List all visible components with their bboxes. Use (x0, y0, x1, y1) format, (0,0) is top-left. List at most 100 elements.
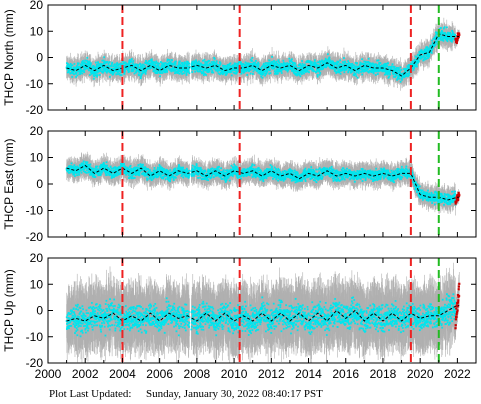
data-point (135, 70, 138, 73)
data-point (309, 63, 312, 66)
data-point (84, 66, 86, 68)
data-point (240, 69, 242, 72)
data-point (168, 67, 171, 70)
data-point (300, 65, 303, 68)
data-point (176, 66, 179, 69)
data-point (306, 69, 308, 71)
data-point (236, 70, 238, 73)
data-point (150, 58, 153, 61)
data-point (368, 71, 370, 74)
data-point (90, 68, 93, 71)
data-point (309, 61, 312, 64)
data-point (275, 70, 278, 73)
data-point (324, 65, 326, 67)
data-point (361, 73, 364, 76)
data-point (155, 66, 158, 69)
data-point (264, 62, 267, 64)
data-point (252, 70, 255, 73)
data-point (338, 70, 341, 73)
data-point (286, 70, 289, 73)
data-point (320, 66, 322, 69)
data-point (339, 72, 342, 75)
data-point (204, 73, 206, 75)
data-point (298, 72, 301, 75)
data-point (89, 74, 91, 76)
data-point (138, 74, 141, 77)
data-point (248, 69, 251, 71)
data-point (136, 63, 139, 66)
data-point (373, 64, 375, 67)
data-point (303, 65, 306, 67)
data-point (364, 60, 367, 63)
data-point (131, 68, 134, 71)
data-point (179, 65, 182, 68)
data-point (342, 67, 345, 70)
data-point (264, 74, 266, 77)
data-point (341, 69, 344, 72)
data-point (139, 67, 142, 70)
data-point (264, 64, 267, 67)
data-point (132, 60, 135, 62)
data-point (145, 60, 147, 62)
data-point (71, 75, 74, 78)
data-point (170, 68, 173, 70)
data-point (194, 66, 197, 69)
data-point (251, 59, 253, 62)
data-point (341, 63, 344, 66)
data-point (294, 72, 297, 75)
data-point (250, 65, 253, 68)
data-point (103, 56, 106, 59)
data-point (156, 65, 158, 68)
data-point (293, 69, 295, 72)
data-point (137, 69, 140, 72)
data-point (292, 63, 295, 65)
data-point (278, 70, 281, 73)
data-point (170, 64, 173, 66)
data-point (227, 66, 230, 69)
data-point (369, 64, 372, 67)
data-point (248, 70, 250, 73)
data-point (202, 74, 205, 76)
data-point (165, 69, 168, 72)
data-point (319, 72, 322, 74)
data-point (346, 67, 349, 70)
data-point (199, 68, 201, 71)
data-point (205, 66, 208, 68)
data-point (294, 63, 297, 65)
data-point (194, 68, 197, 71)
data-point (191, 60, 194, 63)
data-point (222, 66, 225, 69)
data-point (93, 71, 96, 74)
data-point (348, 62, 350, 64)
data-point (226, 64, 229, 67)
data-point (262, 71, 265, 74)
data-point (144, 72, 147, 75)
data-point (252, 62, 255, 65)
data-point (87, 62, 90, 65)
data-point (297, 64, 300, 67)
data-point (221, 70, 223, 73)
data-point (225, 69, 228, 72)
data-point (368, 63, 371, 66)
data-point (165, 64, 168, 67)
data-point (104, 65, 107, 67)
data-point (204, 60, 207, 63)
data-point (296, 74, 299, 77)
data-point (160, 61, 163, 64)
error-bars (66, 17, 460, 91)
data-point (308, 71, 310, 74)
data-point (344, 61, 347, 64)
data-point (326, 60, 329, 63)
data-point (125, 62, 128, 65)
data-point (81, 63, 84, 65)
data-point (362, 69, 364, 72)
data-point (136, 68, 139, 71)
data-point (299, 75, 302, 78)
data-point (88, 69, 91, 72)
data-point (327, 58, 330, 61)
data-point (127, 64, 129, 67)
data-point (108, 75, 111, 78)
data-point (288, 67, 291, 70)
data-point (301, 71, 304, 74)
